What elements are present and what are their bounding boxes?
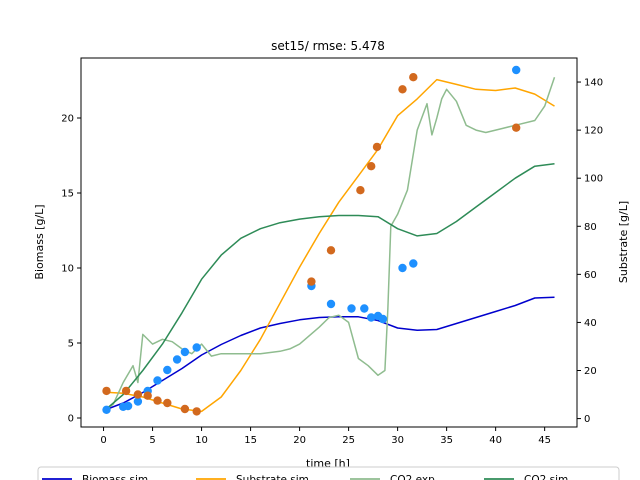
x-tick-label: 5	[149, 435, 155, 446]
y2-tick-label: 100	[584, 174, 603, 185]
y2-axis-label: Substrate [g/L]	[617, 201, 630, 283]
point-biomass-exp	[133, 397, 143, 406]
legend-label-co2-exp: CO2 exp	[390, 474, 435, 480]
series-line-biomass-sim	[103, 296, 555, 412]
point-substrate-exp	[192, 407, 201, 416]
point-substrate-exp	[133, 390, 143, 399]
y2-tick-label: 60	[584, 270, 597, 281]
y2-tick-label: 40	[584, 318, 597, 329]
point-substrate-exp	[121, 386, 131, 396]
plot-frame	[80, 57, 578, 428]
point-substrate-exp	[398, 85, 407, 94]
point-substrate-exp	[372, 142, 382, 152]
y2-tick-label: 120	[584, 126, 603, 137]
point-substrate-exp	[367, 162, 376, 171]
point-biomass-exp	[153, 376, 162, 385]
y2-tick-label: 80	[584, 222, 597, 233]
point-biomass-exp	[378, 314, 388, 324]
y-axis-label: Biomass [g/L]	[33, 204, 46, 279]
x-tick-label: 25	[342, 435, 355, 446]
point-substrate-exp	[143, 391, 152, 400]
x-tick-label: 20	[293, 435, 306, 446]
x-tick-label: 15	[244, 435, 257, 446]
point-substrate-exp	[163, 398, 172, 408]
y-axis-left: 0 5 10 15 20	[61, 114, 81, 425]
x-tick-label: 35	[440, 435, 453, 446]
point-biomass-exp	[102, 405, 111, 414]
chart-title: set15/ rmse: 5.478	[271, 39, 385, 53]
point-biomass-exp	[409, 259, 418, 268]
point-substrate-exp	[102, 386, 111, 396]
point-biomass-exp	[512, 65, 521, 75]
point-substrate-exp	[180, 404, 190, 414]
point-biomass-exp	[192, 343, 201, 352]
point-biomass-exp	[360, 304, 369, 313]
y-axis-right: 0 20 40 60 80 100 120 140	[577, 78, 603, 425]
y2-tick-label: 20	[584, 366, 597, 377]
point-substrate-exp	[356, 186, 365, 195]
x-axis: 0 5 10 15 20 25 30 35 40 45	[100, 427, 551, 446]
x-tick-label: 10	[195, 435, 208, 446]
point-biomass-exp	[172, 355, 182, 364]
series-line-co2-sim	[103, 163, 555, 412]
x-tick-label: 40	[489, 435, 502, 446]
point-biomass-exp	[398, 263, 407, 273]
series-line-substrate-sim	[103, 78, 555, 413]
y2-tick-label: 0	[584, 414, 590, 425]
point-substrate-exp	[307, 277, 316, 286]
x-tick-label: 30	[391, 435, 404, 446]
x-tick-label: 0	[100, 435, 106, 446]
legend-label-substrate-sim: Substrate sim	[236, 474, 309, 480]
legend-label-co2-sim: CO2 sim	[524, 474, 568, 480]
y-tick-label: 20	[61, 114, 74, 125]
legend: Biomass sim Substrate sim CO2 exp CO2 sim	[37, 466, 620, 480]
point-substrate-exp	[512, 123, 521, 132]
legend-label-biomass-sim: Biomass sim	[82, 474, 148, 480]
y-tick-label: 5	[68, 339, 74, 350]
point-biomass-exp	[347, 304, 356, 313]
point-biomass-exp	[367, 313, 376, 322]
point-substrate-exp	[409, 73, 418, 82]
y-tick-label: 0	[68, 414, 74, 425]
point-biomass-exp	[180, 347, 190, 357]
point-substrate-exp	[326, 246, 336, 255]
y-tick-label: 15	[61, 189, 74, 200]
y2-tick-label: 140	[584, 78, 603, 89]
point-substrate-exp	[153, 396, 162, 405]
plot-area	[102, 65, 556, 416]
y-tick-label: 10	[61, 264, 74, 275]
point-biomass-exp	[123, 401, 133, 411]
point-biomass-exp	[163, 365, 172, 375]
point-biomass-exp	[326, 299, 336, 309]
series-line-co2-exp	[103, 76, 556, 413]
x-tick-label: 45	[538, 435, 551, 446]
legend-box	[37, 466, 620, 480]
